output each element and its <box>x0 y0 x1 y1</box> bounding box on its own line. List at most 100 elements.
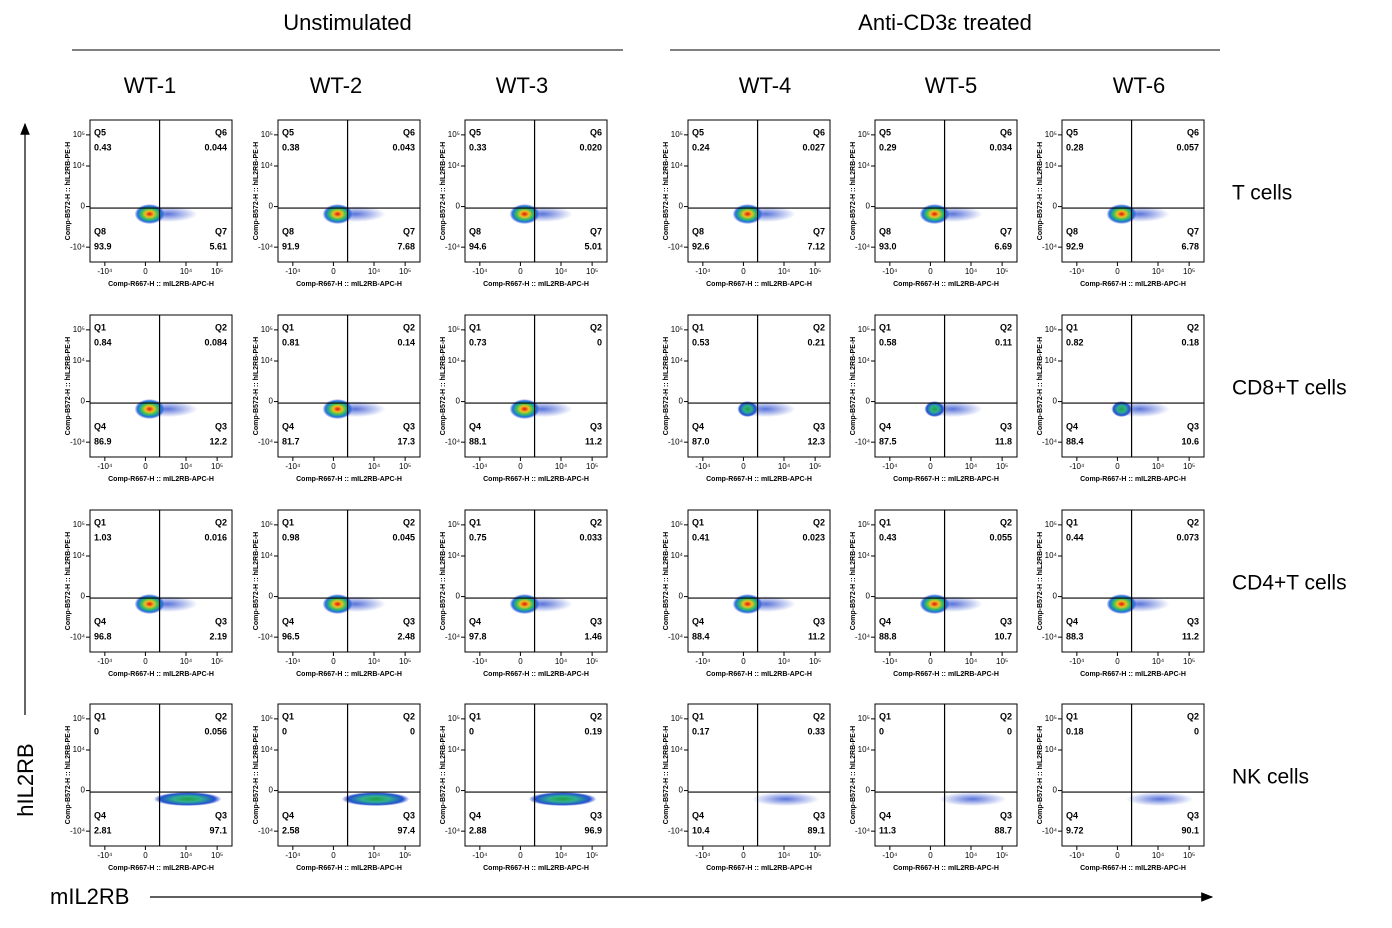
y-tick-label: 10⁵ <box>671 325 683 334</box>
y-tick-label: 10⁵ <box>1045 520 1057 529</box>
x-tick-label: -10⁴ <box>1069 462 1085 471</box>
x-tick-label: 10⁴ <box>555 851 568 860</box>
x-axis-label: Comp-R667-H :: mIL2RB-APC-H <box>893 476 999 483</box>
quadrant-name: Q2 <box>1000 322 1012 332</box>
x-tick-label: 10⁴ <box>965 267 978 276</box>
y-tick-label: 0 <box>81 592 86 601</box>
y-axis-label: Comp-B572-H :: hIL2RB-PE-H <box>65 726 72 824</box>
x-tick-label: 0 <box>1115 267 1120 276</box>
quadrant-percent: 88.4 <box>1066 436 1084 446</box>
quadrant-name: Q8 <box>692 226 704 236</box>
quadrant-percent: 0.33 <box>469 142 487 152</box>
y-tick-label: 0 <box>456 397 461 406</box>
x-axis-label: Comp-R667-H :: mIL2RB-APC-H <box>296 671 402 678</box>
y-tick-label: -10⁴ <box>258 826 274 835</box>
quadrant-percent: 0.33 <box>807 726 825 736</box>
x-axis-label: Comp-R667-H :: mIL2RB-APC-H <box>893 281 999 288</box>
x-tick-label: 0 <box>331 657 336 666</box>
panel: Q1 0.82 Q2 0.18 Q4 88.4 Q3 10.6 -10⁴ 0 10⁴ 10⁵ -10⁴ 0… <box>1037 314 1205 483</box>
plot-frame <box>874 703 1018 847</box>
x-tick-label: 0 <box>1115 657 1120 666</box>
y-tick-label: -10⁴ <box>1042 242 1058 251</box>
quadrant-name: Q1 <box>692 711 704 721</box>
x-tick-label: 0 <box>928 267 933 276</box>
quadrant-name: Q1 <box>692 322 704 332</box>
y-tick-label: 10⁵ <box>1045 714 1057 723</box>
quadrant-name: Q8 <box>282 226 294 236</box>
x-tick-label: -10⁴ <box>695 267 711 276</box>
x-tick-label: 10⁴ <box>180 462 193 471</box>
quadrant-percent: 11.2 <box>808 631 825 641</box>
quadrant-name: Q7 <box>1000 226 1012 236</box>
cell-cloud <box>732 594 763 615</box>
y-tick-label: 10⁵ <box>261 520 273 529</box>
y-axis-label: Comp-B572-H :: hIL2RB-PE-H <box>440 532 447 630</box>
quadrant-percent: 0.75 <box>469 532 487 542</box>
quadrant-percent: 0.41 <box>692 532 710 542</box>
x-tick-label: 10⁵ <box>586 267 598 276</box>
x-axis-label: Comp-R667-H :: mIL2RB-APC-H <box>706 671 812 678</box>
cell-cloud <box>322 204 353 225</box>
quadrant-name: Q4 <box>692 810 704 820</box>
quadrant-percent: 5.01 <box>584 241 602 251</box>
y-tick-label: 10⁵ <box>1045 130 1057 139</box>
quadrant-name: Q6 <box>813 127 825 137</box>
y-tick-label: 10⁵ <box>858 520 870 529</box>
quadrant-name: Q5 <box>692 127 704 137</box>
quadrant-percent: 0 <box>94 726 99 736</box>
plot-frame <box>464 314 608 458</box>
panel: Q5 0.38 Q6 0.043 Q8 91.9 Q7 7.68 -10⁴ 0 10⁴ 10⁵ -10⁴… <box>253 119 421 288</box>
quadrant-percent: 6.78 <box>1181 241 1199 251</box>
x-tick-label: 0 <box>741 657 746 666</box>
y-tick-label: 0 <box>456 202 461 211</box>
y-tick-label: -10⁴ <box>855 632 871 641</box>
cell-cloud <box>509 594 540 615</box>
quadrant-percent: 0.18 <box>1181 337 1199 347</box>
y-tick-label: 10⁴ <box>1045 745 1058 754</box>
quadrant-name: Q1 <box>282 322 294 332</box>
x-tick-label: -10⁴ <box>695 462 711 471</box>
x-tick-label: 0 <box>518 657 523 666</box>
x-axis-label: Comp-R667-H :: mIL2RB-APC-H <box>296 865 402 872</box>
x-tick-label: -10⁴ <box>472 657 488 666</box>
panel: Q1 0.98 Q2 0.045 Q4 96.5 Q3 2.48 -10⁴ 0 10⁴ 10⁵ -10⁴… <box>253 509 421 678</box>
cell-cloud <box>1106 204 1137 225</box>
plot-frame <box>89 119 233 263</box>
quadrant-percent: 0.19 <box>584 726 602 736</box>
quadrant-percent: 96.8 <box>94 631 112 641</box>
x-tick-label: 10⁵ <box>399 657 411 666</box>
quadrant-name: Q3 <box>1000 421 1012 431</box>
cell-cloud <box>924 401 945 418</box>
y-tick-label: 10⁵ <box>448 325 460 334</box>
group-title: Anti-CD3ε treated <box>858 10 1032 35</box>
y-tick-label: 10⁵ <box>858 325 870 334</box>
quadrant-name: Q4 <box>94 810 106 820</box>
quadrant-percent: 0.53 <box>692 337 710 347</box>
x-tick-label: 10⁴ <box>368 462 381 471</box>
y-tick-label: 10⁴ <box>448 551 461 560</box>
quadrant-percent: 0.98 <box>282 532 300 542</box>
x-tick-label: 0 <box>518 462 523 471</box>
y-tick-label: 0 <box>81 786 86 795</box>
y-tick-label: 10⁴ <box>671 161 684 170</box>
y-tick-label: -10⁴ <box>70 826 86 835</box>
y-tick-label: 10⁴ <box>1045 356 1058 365</box>
cell-cloud <box>322 399 353 420</box>
quadrant-percent: 0 <box>879 726 884 736</box>
x-title: mIL2RB <box>50 884 129 909</box>
x-axis-label: Comp-R667-H :: mIL2RB-APC-H <box>483 671 589 678</box>
x-axis-label: Comp-R667-H :: mIL2RB-APC-H <box>706 865 812 872</box>
quadrant-name: Q4 <box>282 810 294 820</box>
y-axis-label: Comp-B572-H :: hIL2RB-PE-H <box>440 142 447 240</box>
plot-frame <box>89 509 233 653</box>
x-tick-label: -10⁴ <box>882 267 898 276</box>
y-tick-label: 0 <box>269 397 274 406</box>
y-axis-label: Comp-B572-H :: hIL2RB-PE-H <box>1037 726 1044 824</box>
quadrant-percent: 0 <box>410 726 415 736</box>
x-tick-label: 10⁵ <box>586 462 598 471</box>
quadrant-name: Q4 <box>1066 421 1078 431</box>
y-tick-label: 10⁴ <box>858 745 871 754</box>
quadrant-percent: 0.17 <box>692 726 710 736</box>
cell-cloud <box>938 792 1007 807</box>
y-tick-label: 10⁵ <box>448 130 460 139</box>
